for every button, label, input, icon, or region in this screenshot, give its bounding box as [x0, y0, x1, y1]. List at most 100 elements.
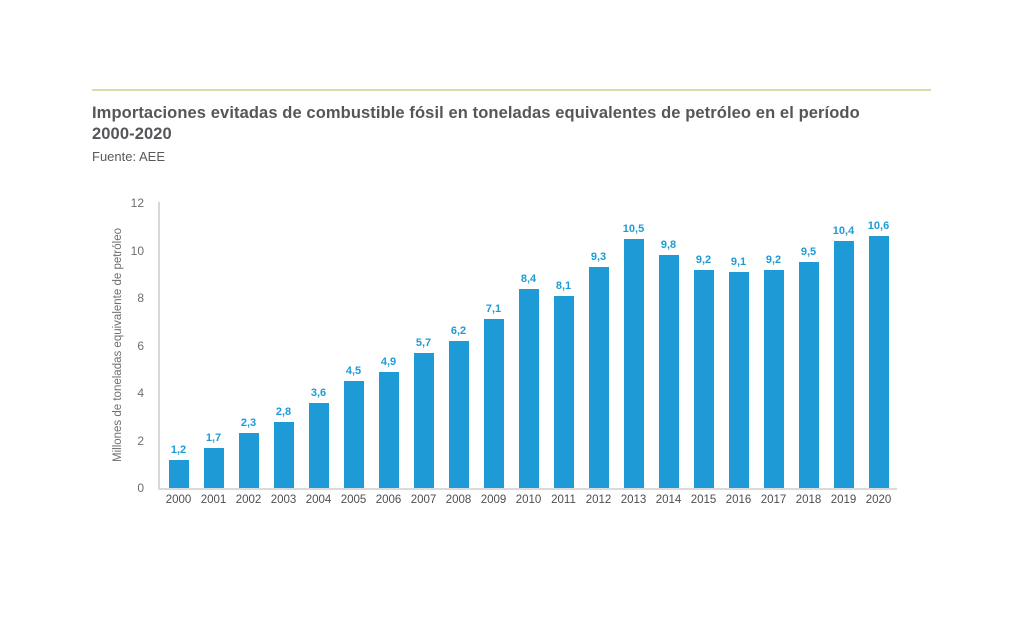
- x-tick-label: 2008: [445, 494, 472, 506]
- bar: [343, 381, 364, 488]
- y-tick-label: 2: [137, 433, 144, 448]
- bar-group: 2,8: [266, 203, 301, 488]
- bar-group: 8,1: [546, 203, 581, 488]
- bar-group: 9,8: [651, 203, 686, 488]
- bar-value-label: 9,2: [765, 253, 782, 266]
- x-tick-label: 2000: [165, 494, 192, 506]
- bar-value-label: 10,4: [832, 225, 855, 237]
- bar-group: 1,2: [161, 203, 196, 488]
- bar-group: 10,5: [616, 203, 651, 488]
- bar-group: 4,9: [371, 203, 406, 488]
- bar: [518, 288, 539, 488]
- bar: [168, 459, 189, 488]
- bar-group: 10,6: [861, 203, 896, 488]
- bar-value-label: 4,5: [345, 365, 362, 378]
- bar-value-label: 7,1: [485, 303, 502, 316]
- bar-value-label: 2,8: [275, 405, 292, 418]
- x-tick-label: 2012: [585, 494, 612, 506]
- y-tick-label: 4: [137, 386, 144, 400]
- bar-value-label: 8,1: [555, 279, 572, 292]
- bar-value-label: 5,7: [415, 336, 432, 349]
- bar: [728, 271, 749, 488]
- bar-value-label: 9,1: [730, 255, 747, 268]
- chart-title-line1: Importaciones evitadas de combustible fó…: [92, 104, 860, 122]
- bar-value-label: 1,7: [205, 431, 222, 444]
- x-tick-label: 2010: [515, 494, 542, 506]
- x-tick-label: 2011: [551, 494, 576, 506]
- x-tick-label: 2004: [305, 494, 332, 506]
- accent-rule: [92, 89, 931, 91]
- x-axis-line: [158, 488, 897, 490]
- bar: [553, 295, 574, 488]
- chart-source: Fuente: AEE: [92, 149, 165, 164]
- x-tick-label: 2007: [410, 494, 437, 506]
- x-axis-ticks: 2000 2001 2002 2003 2004 2005 2006 2007 2008 2009…: [161, 494, 896, 506]
- bar-value-label: 9,3: [590, 251, 607, 264]
- bar-group: 1,7: [196, 203, 231, 488]
- bar-group: 10,4: [826, 203, 861, 488]
- bar: [378, 371, 399, 488]
- bar-value-label: 1,2: [170, 443, 187, 456]
- y-tick-label: 12: [130, 196, 144, 210]
- bar: [413, 352, 434, 488]
- bar-value-label: 8,4: [520, 272, 537, 285]
- bar-group: 2,3: [231, 203, 266, 488]
- bar-group: 8,4: [511, 203, 546, 488]
- bar-value-label: 4,9: [380, 355, 397, 368]
- bar-value-label: 3,6: [310, 386, 327, 399]
- bar-value-label: 9,2: [695, 253, 712, 266]
- x-tick-label: 2009: [480, 494, 507, 506]
- bar: [798, 262, 819, 488]
- bar-value-label: 10,6: [867, 220, 890, 233]
- bar-value-label: 9,8: [660, 239, 677, 252]
- bar-group: 9,1: [721, 203, 756, 488]
- x-tick-label: 2001: [200, 494, 227, 506]
- chart-title: Importaciones evitadas de combustible fó…: [92, 103, 952, 145]
- y-tick-label: 0: [137, 481, 144, 495]
- bar-group: 5,7: [406, 203, 441, 488]
- x-tick-label: 2002: [235, 494, 262, 506]
- bar-value-label: 10,5: [622, 222, 645, 235]
- bar-group: 9,5: [791, 203, 826, 488]
- x-tick-label: 2014: [655, 494, 682, 506]
- bar: [833, 241, 854, 488]
- bar-group: 3,6: [301, 203, 336, 488]
- bar-group: 6,2: [441, 203, 476, 488]
- bar: [763, 269, 784, 488]
- bar: [448, 340, 469, 488]
- plot-area: 1,2 1,7 2,3 2,8 3,6 4,5 4,9 5,7 6,2 7,1 8,4 8,1 9,3 1…: [161, 203, 896, 488]
- x-tick-label: 2019: [830, 494, 857, 506]
- bar-group: 9,2: [686, 203, 721, 488]
- y-axis-ticks: 0 2 4 6 8 10 12: [110, 196, 144, 495]
- bar: [693, 269, 714, 488]
- bar-value-label: 2,3: [240, 417, 257, 430]
- x-tick-label: 2005: [340, 494, 367, 506]
- x-tick-label: 2013: [620, 494, 647, 506]
- y-tick-label: 10: [130, 243, 144, 258]
- bar: [238, 433, 259, 488]
- bar: [273, 421, 294, 488]
- x-tick-label: 2016: [725, 494, 752, 506]
- bar-group: 9,3: [581, 203, 616, 488]
- bar-group: 7,1: [476, 203, 511, 488]
- y-axis-line: [158, 202, 160, 489]
- bar-value-label: 9,5: [800, 246, 817, 259]
- x-tick-label: 2020: [865, 494, 892, 506]
- bar: [868, 236, 889, 488]
- bar: [308, 402, 329, 488]
- bar: [203, 447, 224, 488]
- y-tick-label: 8: [137, 291, 144, 305]
- bar: [588, 267, 609, 488]
- y-tick-label: 6: [137, 338, 144, 353]
- bar-value-label: 6,2: [450, 324, 467, 337]
- bar-group: 4,5: [336, 203, 371, 488]
- bar: [658, 255, 679, 488]
- x-tick-label: 2017: [760, 494, 787, 506]
- x-tick-label: 2006: [375, 494, 402, 506]
- bar-group: 9,2: [756, 203, 791, 488]
- bar: [623, 238, 644, 488]
- x-tick-label: 2003: [270, 494, 297, 506]
- bar: [483, 319, 504, 488]
- x-tick-label: 2018: [795, 494, 822, 506]
